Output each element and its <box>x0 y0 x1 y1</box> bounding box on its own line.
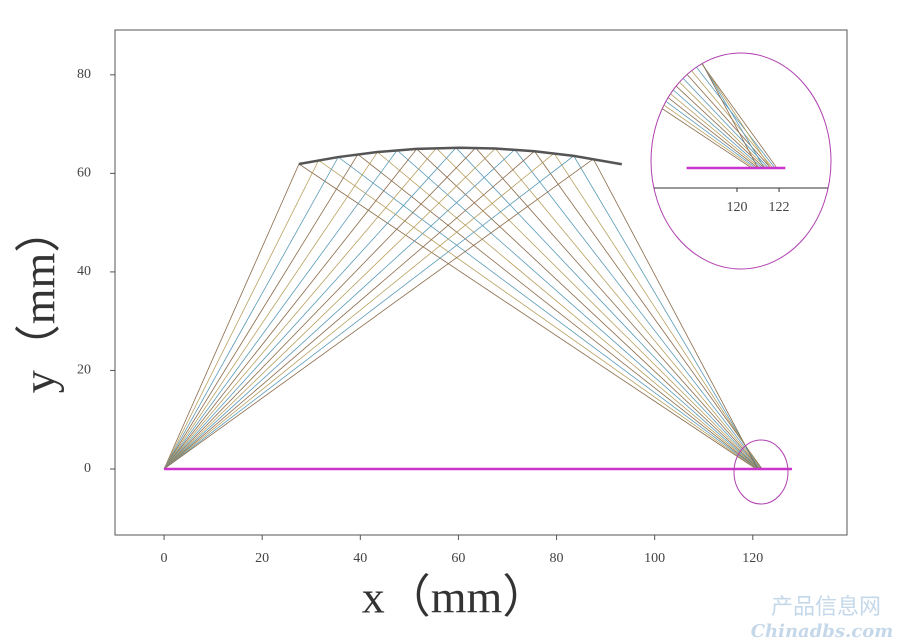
inset-tick-label: 120 <box>727 200 748 215</box>
inset-ray <box>651 53 761 169</box>
y-axis-label: y（mm） <box>14 207 65 394</box>
inset-tick-label: 122 <box>769 200 790 215</box>
x-tick-label: 80 <box>550 551 564 566</box>
y-tick-label: 0 <box>84 461 91 476</box>
x-axis-label: x（mm） <box>362 572 549 623</box>
y-tick-label: 40 <box>77 264 91 279</box>
x-tick-label: 40 <box>353 551 367 566</box>
x-tick-label: 20 <box>255 551 269 566</box>
axes: 0 20 40 60 80 100 120 0 20 40 60 80 120 122 <box>77 67 828 566</box>
inset-ray <box>651 53 759 169</box>
watermark-name: 产品信息网 <box>771 595 881 620</box>
inset-ray <box>651 53 752 169</box>
inset-area <box>651 53 786 170</box>
mirror <box>298 146 623 166</box>
inset-ray <box>651 53 763 169</box>
watermark-site: Chinadbs.com <box>751 621 894 642</box>
y-tick-label: 80 <box>77 67 91 82</box>
plot-frame <box>114 29 848 536</box>
inset-ray <box>651 53 755 169</box>
inset-ray <box>651 53 757 169</box>
y-tick-label: 60 <box>77 166 91 181</box>
zoom-marker <box>733 439 789 505</box>
x-tick-label: 60 <box>451 551 465 566</box>
inset-ray <box>651 53 759 169</box>
x-tick-label: 0 <box>161 551 168 566</box>
plot-area <box>163 146 793 471</box>
x-tick-label: 100 <box>644 551 665 566</box>
y-tick-label: 20 <box>77 363 91 378</box>
x-tick-label: 120 <box>742 551 763 566</box>
